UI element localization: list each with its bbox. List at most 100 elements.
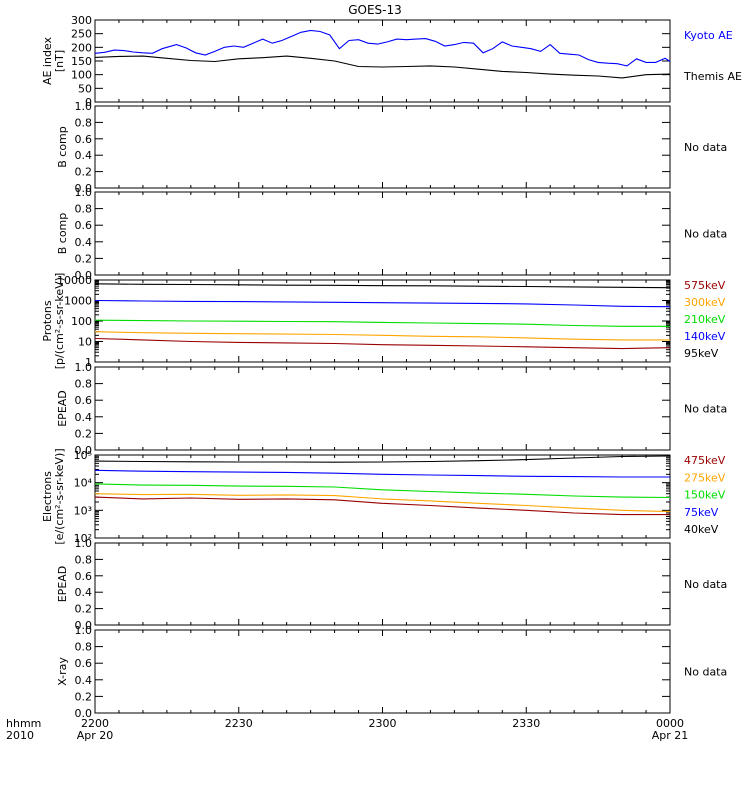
time-tick-label: 2230	[225, 717, 253, 730]
y-tick-label: 10³	[74, 504, 92, 517]
panel-frame	[94, 366, 671, 451]
series-line-kyoto-ae	[94, 29, 671, 67]
y-tick-label: 0.4	[75, 674, 93, 687]
date-label: Apr 20	[77, 729, 114, 742]
date-label: Apr 21	[652, 729, 689, 742]
y-tick-label: 1000	[64, 295, 92, 308]
legend-entry: Kyoto AE	[684, 29, 733, 42]
series-line-475kev	[94, 496, 670, 516]
series-line-210kev	[94, 319, 670, 327]
series-line-275kev	[94, 493, 671, 513]
series-line-75kev	[94, 469, 670, 478]
y-axis-label: B comp	[56, 213, 69, 255]
y-tick-label: 150	[71, 55, 92, 68]
y-tick-label: 0.6	[75, 394, 93, 407]
no-data-label: No data	[684, 403, 727, 416]
y-tick-label: 10²	[74, 532, 92, 545]
year-label: 2010	[6, 729, 34, 742]
y-tick-label: 0.8	[75, 641, 93, 654]
legend-entry: 210keV	[684, 313, 726, 326]
y-tick-label: 0.2	[75, 166, 93, 179]
panel-7: 0.0 0.2 0.4 0.6 0.8 1.0 EPEAD No data	[56, 537, 727, 632]
legend-entry: 95keV	[684, 347, 719, 360]
y-tick-label: 10⁴	[74, 477, 93, 490]
y-tick-label: 10	[78, 336, 92, 349]
legend-entry: 575keV	[684, 279, 726, 292]
y-axis-units: [p/(cm²-s-sr-keV)]	[53, 273, 66, 370]
legend-entry: 75keV	[684, 506, 719, 519]
y-axis-label: B comp	[56, 126, 69, 168]
y-axis-units: [nT]	[53, 50, 66, 72]
panel-5: 0.0 0.2 0.4 0.6 0.8 1.0 EPEAD No data	[56, 361, 727, 457]
panel-frame	[94, 105, 671, 189]
y-tick-label: 100	[71, 69, 92, 82]
y-tick-label: 250	[71, 28, 92, 41]
y-tick-label: 10⁵	[74, 449, 92, 462]
y-tick-label: 0.8	[75, 116, 93, 129]
y-tick-label: 300	[71, 14, 92, 27]
series-line-40kev	[94, 455, 671, 463]
time-tick-label: 2300	[369, 717, 397, 730]
y-tick-label: 1.0	[75, 186, 93, 199]
y-tick-label: 1.0	[75, 100, 93, 113]
y-tick-label: 0.2	[75, 252, 93, 265]
y-tick-label: 0.0	[75, 444, 93, 457]
y-axis-units: [e/(cm²-s-sr-keV)]	[53, 448, 66, 544]
y-tick-label: 100	[71, 315, 92, 328]
y-tick-label: 1.0	[75, 537, 93, 550]
series-line-300kev	[94, 331, 670, 341]
y-axis-label: EPEAD	[56, 390, 69, 427]
y-axis-label: Protons	[41, 300, 54, 341]
y-tick-label: 200	[71, 41, 92, 54]
panel-frame	[94, 191, 671, 276]
y-tick-label: 0.4	[75, 411, 93, 424]
y-axis-label: Electrons	[41, 471, 54, 522]
panel-8: 0.0 0.2 0.4 0.6 0.8 1.0 X-ray No data	[56, 624, 727, 720]
time-tick-label: 2330	[512, 717, 540, 730]
series-line-575kev	[94, 337, 671, 350]
y-tick-label: 0.8	[75, 203, 93, 216]
y-tick-label: 10000	[57, 274, 92, 287]
no-data-label: No data	[684, 578, 727, 591]
time-format-label: hhmm	[6, 717, 41, 730]
y-tick-label: 0.4	[75, 149, 93, 162]
y-tick-label: 0.2	[75, 690, 93, 703]
y-axis-label: EPEAD	[56, 566, 69, 603]
y-tick-label: 0.4	[75, 236, 93, 249]
legend-entry: 300keV	[684, 296, 726, 309]
panel-3: 0.0 0.2 0.4 0.6 0.8 1.0 B comp No data	[56, 186, 727, 282]
y-tick-label: 1.0	[75, 361, 93, 374]
legend-entry: Themis AE	[683, 70, 742, 83]
y-tick-label: 50	[78, 82, 92, 95]
y-tick-label: 0.0	[75, 269, 93, 282]
y-tick-label: 0.4	[75, 586, 93, 599]
panel-frame	[94, 19, 671, 103]
legend-entry: 475keV	[684, 454, 726, 467]
y-tick-label: 0.6	[75, 219, 93, 232]
time-tick-label: 2200	[81, 717, 109, 730]
panel-6: 10² 10³ 10⁴ 10⁵ Electrons [e/(cm²-s-sr-keV)] 4…	[41, 448, 726, 545]
series-line-140kev	[94, 299, 671, 308]
y-tick-label: 0.0	[75, 707, 93, 720]
no-data-label: No data	[684, 141, 727, 154]
y-tick-label: 0.6	[75, 570, 93, 583]
y-tick-label: 0.6	[75, 133, 93, 146]
y-tick-label: 0.0	[75, 619, 93, 632]
panel-frame	[94, 542, 671, 626]
y-tick-label: 0	[85, 96, 92, 109]
series-line-95kev	[94, 283, 671, 289]
time-tick-label: 0000	[656, 717, 684, 730]
legend-entry: 275keV	[684, 471, 726, 484]
no-data-label: No data	[684, 228, 727, 241]
y-tick-label: 0.8	[75, 378, 93, 391]
y-tick-label: 0.8	[75, 553, 93, 566]
y-tick-label: 0.2	[75, 603, 93, 616]
y-tick-label: 0.6	[75, 657, 93, 670]
legend-entry: 40keV	[684, 523, 719, 536]
series-line-themis-ae	[94, 55, 671, 79]
panel-frame	[94, 629, 671, 714]
y-axis-label: X-ray	[56, 657, 69, 686]
